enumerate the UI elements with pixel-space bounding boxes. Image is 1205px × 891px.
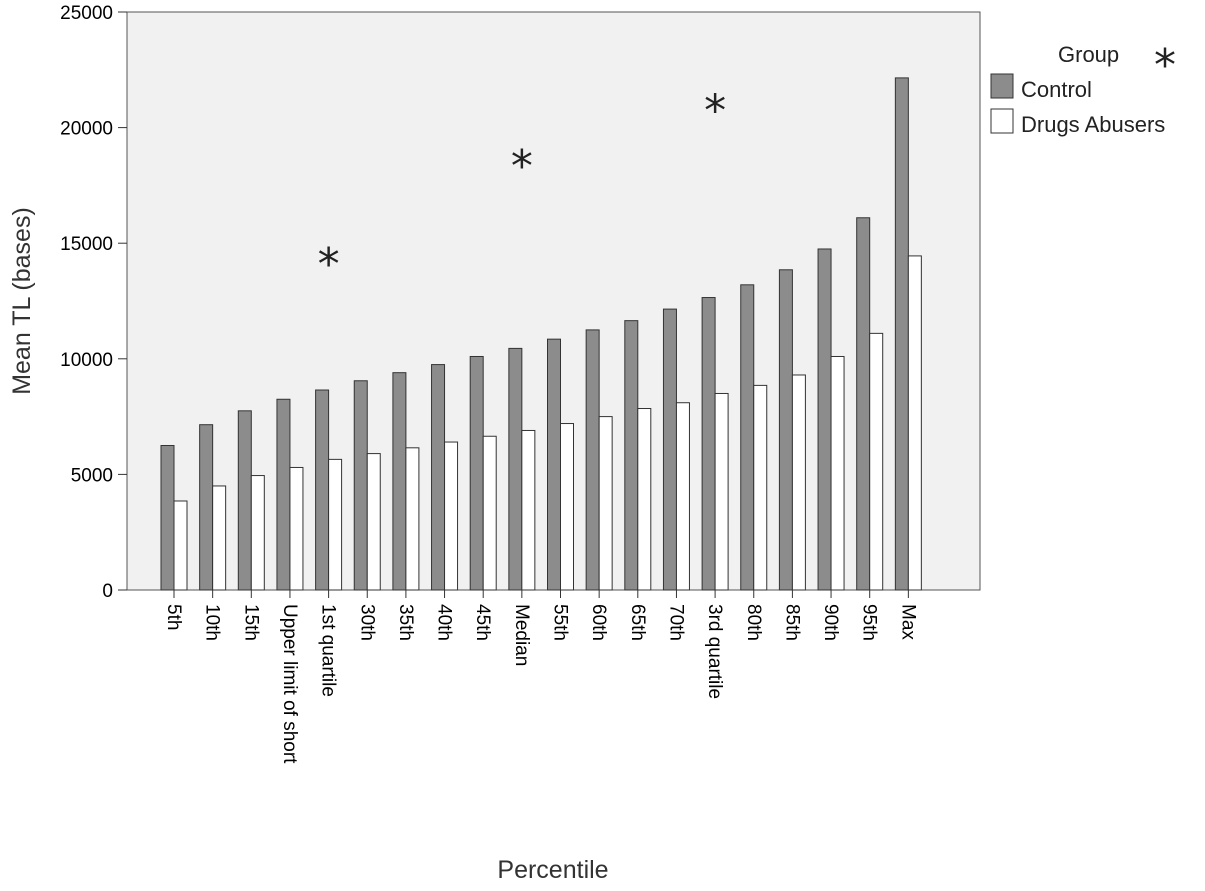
- x-tick-label-3rd-quartile: 3rd quartile: [704, 604, 725, 699]
- legend-label-control: Control: [1021, 77, 1092, 102]
- x-tick-label-1st-quartile: 1st quartile: [318, 604, 339, 697]
- bar-drugs-abusers-upper-limit-of-short: [289, 466, 304, 591]
- x-tick-label-55th: 55th: [550, 604, 571, 641]
- legend: Group * Control Drugs Abusers: [990, 40, 1176, 137]
- x-tick-label-70th: 70th: [665, 604, 686, 641]
- bar-drugs-abusers-40th: [444, 441, 459, 591]
- bar-drugs-abusers-55th: [560, 423, 574, 591]
- bar-drugs-abusers-5th: [173, 500, 188, 591]
- bar-control-95th: [856, 217, 871, 591]
- bar-control-15th: [237, 410, 252, 591]
- legend-title: Group: [1058, 42, 1119, 67]
- x-tick-label-85th: 85th: [781, 604, 802, 641]
- bar-drugs-abusers-95th: [869, 332, 884, 591]
- bar-drugs-abusers-45th: [482, 435, 497, 591]
- bar-control-70th: [662, 308, 677, 591]
- bar-control-5th: [160, 445, 175, 591]
- x-tick-label-60th: 60th: [588, 604, 609, 641]
- bars-layer: [160, 77, 922, 591]
- significance-asterisk-median: *: [511, 141, 533, 192]
- bar-control-90th: [817, 248, 832, 591]
- bar-control-median: [508, 347, 523, 591]
- x-tick-label-65th: 65th: [627, 604, 648, 641]
- x-tick-label-max: Max: [897, 604, 918, 640]
- x-tick-label-90th: 90th: [820, 604, 841, 641]
- bar-drugs-abusers-70th: [675, 402, 690, 591]
- x-tick-label-median: Median: [511, 604, 532, 666]
- bar-drugs-abusers-35th: [405, 447, 420, 591]
- legend-swatch-drugs-abusers: [990, 108, 1014, 134]
- bar-control-40th: [431, 364, 446, 591]
- bar-control-85th: [778, 269, 793, 591]
- significance-asterisk-1st-quartile: *: [318, 239, 340, 290]
- y-tick-label: 10000: [60, 350, 113, 371]
- legend-swatch-control: [990, 73, 1014, 99]
- bar-control-80th: [740, 284, 755, 591]
- bar-control-max: [894, 77, 909, 591]
- bar-drugs-abusers-60th: [598, 416, 613, 591]
- y-tick-label: 25000: [60, 3, 113, 24]
- bar-control-3rd-quartile: [701, 297, 716, 591]
- y-tick-label: 20000: [60, 119, 113, 140]
- x-tick-label-15th: 15th: [240, 604, 261, 641]
- significance-markers: * * *: [318, 85, 726, 290]
- bar-drugs-abusers-10th: [212, 485, 227, 591]
- bar-drugs-abusers-90th: [830, 355, 845, 591]
- bar-control-35th: [392, 372, 407, 591]
- bar-control-upper-limit-of-short: [276, 398, 291, 591]
- bar-drugs-abusers-3rd-quartile: [714, 392, 729, 591]
- legend-asterisk-marker: *: [1154, 40, 1176, 91]
- x-tick-label-35th: 35th: [395, 604, 416, 641]
- bar-drugs-abusers-max: [907, 255, 922, 591]
- x-tick-label-5th: 5th: [163, 604, 184, 630]
- y-axis: 0 5000 10000 15000 20000 25000: [60, 3, 127, 602]
- bar-drugs-abusers-median: [521, 429, 536, 591]
- x-tick-label-80th: 80th: [743, 604, 764, 641]
- bar-drugs-abusers-1st-quartile: [328, 458, 343, 591]
- x-tick-label-10th: 10th: [202, 604, 223, 641]
- bar-control-45th: [469, 355, 484, 591]
- y-tick-label: 0: [102, 581, 113, 602]
- bar-drugs-abusers-30th: [366, 453, 381, 591]
- x-axis-title: Percentile: [497, 856, 608, 884]
- x-tick-label-40th: 40th: [434, 604, 455, 641]
- bar-drugs-abusers-85th: [791, 374, 806, 591]
- significance-asterisk-3rd-quartile: *: [704, 85, 726, 136]
- bar-control-55th: [547, 338, 561, 591]
- bar-control-1st-quartile: [315, 389, 330, 591]
- bar-control-30th: [353, 380, 368, 591]
- bar-drugs-abusers-15th: [250, 475, 265, 591]
- x-tick-label-95th: 95th: [859, 604, 880, 641]
- x-tick-label-30th: 30th: [356, 604, 377, 641]
- bar-control-60th: [585, 329, 600, 591]
- bar-control-10th: [199, 424, 214, 591]
- x-tick-label-upper-limit-of-short: Upper limit of short: [279, 604, 300, 764]
- x-tick-label-45th: 45th: [472, 604, 493, 641]
- bar-drugs-abusers-80th: [753, 384, 768, 591]
- x-axis: 5th 10th 15th Upper limit of short 1st quart…: [163, 590, 918, 764]
- y-axis-title: Mean TL (bases): [8, 207, 36, 395]
- legend-label-drugs-abusers: Drugs Abusers: [1021, 112, 1165, 137]
- bar-control-65th: [624, 320, 639, 591]
- bar-drugs-abusers-65th: [637, 408, 652, 591]
- y-tick-label: 15000: [60, 234, 113, 255]
- y-tick-label: 5000: [71, 465, 113, 486]
